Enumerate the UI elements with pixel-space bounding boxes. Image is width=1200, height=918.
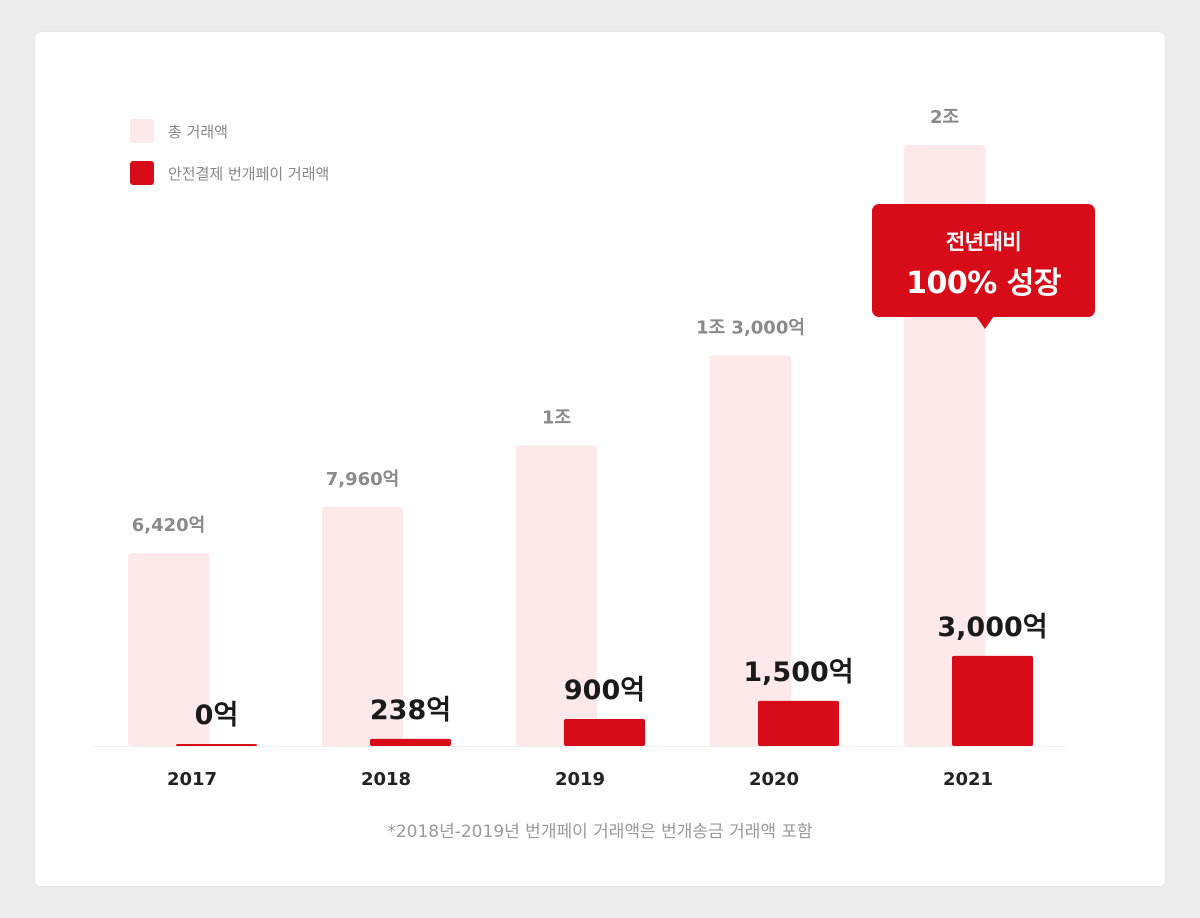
total-bar (322, 506, 403, 746)
year-tick-label: 2021 (943, 769, 993, 790)
year-tick-label: 2019 (555, 769, 605, 790)
legend-item-total: 총 거래액 (130, 118, 329, 144)
safe-pay-bar (952, 655, 1033, 746)
year-tick-label: 2020 (749, 769, 799, 790)
total-value-label: 1조 3,000억 (696, 317, 805, 338)
chart-card: 총 거래액 안전결제 번개페이 거래액 6,420억 0억 2017 7,960억 23… (35, 32, 1165, 886)
total-bar (128, 553, 209, 746)
safe-pay-value-label: 0억 (195, 700, 239, 731)
safe-pay-value-label: 900억 (564, 675, 645, 706)
safe-pay-value-label: 238억 (370, 695, 451, 726)
legend-swatch-safe-pay (130, 161, 154, 185)
callout-line1: 전년대비 (945, 230, 1022, 254)
safe-pay-bar (176, 744, 257, 746)
safe-pay-bar (564, 718, 645, 746)
legend-swatch-total (130, 119, 154, 143)
year-tick-label: 2018 (361, 769, 411, 790)
legend-item-safe-pay: 안전결제 번개페이 거래액 (130, 160, 329, 186)
safe-pay-value-label: 3,000억 (937, 612, 1047, 643)
bar-chart: 6,420억 0억 2017 7,960억 238억 2018 1조 900억 2019 1조 3… (93, 107, 1065, 790)
total-value-label: 7,960억 (326, 469, 400, 490)
safe-pay-bar (370, 738, 451, 746)
callout-line2: 100% 성장 (906, 266, 1061, 301)
legend-label-safe-pay: 안전결제 번개페이 거래액 (168, 164, 330, 183)
total-bar (516, 445, 597, 746)
total-bar (710, 355, 791, 746)
total-value-label: 1조 (542, 408, 571, 429)
total-value-label: 2조 (930, 107, 959, 128)
total-value-label: 6,420억 (132, 515, 206, 536)
safe-pay-bar (758, 700, 839, 746)
year-tick-label: 2017 (167, 769, 217, 790)
growth-callout: 전년대비 100% 성장 (872, 204, 1095, 329)
legend-label-total: 총 거래액 (168, 122, 228, 141)
footnote: *2018년-2019년 번개페이 거래액은 번개송금 거래액 포함 (387, 822, 813, 842)
legend: 총 거래액 안전결제 번개페이 거래액 (130, 118, 329, 202)
safe-pay-value-label: 1,500억 (743, 657, 853, 688)
